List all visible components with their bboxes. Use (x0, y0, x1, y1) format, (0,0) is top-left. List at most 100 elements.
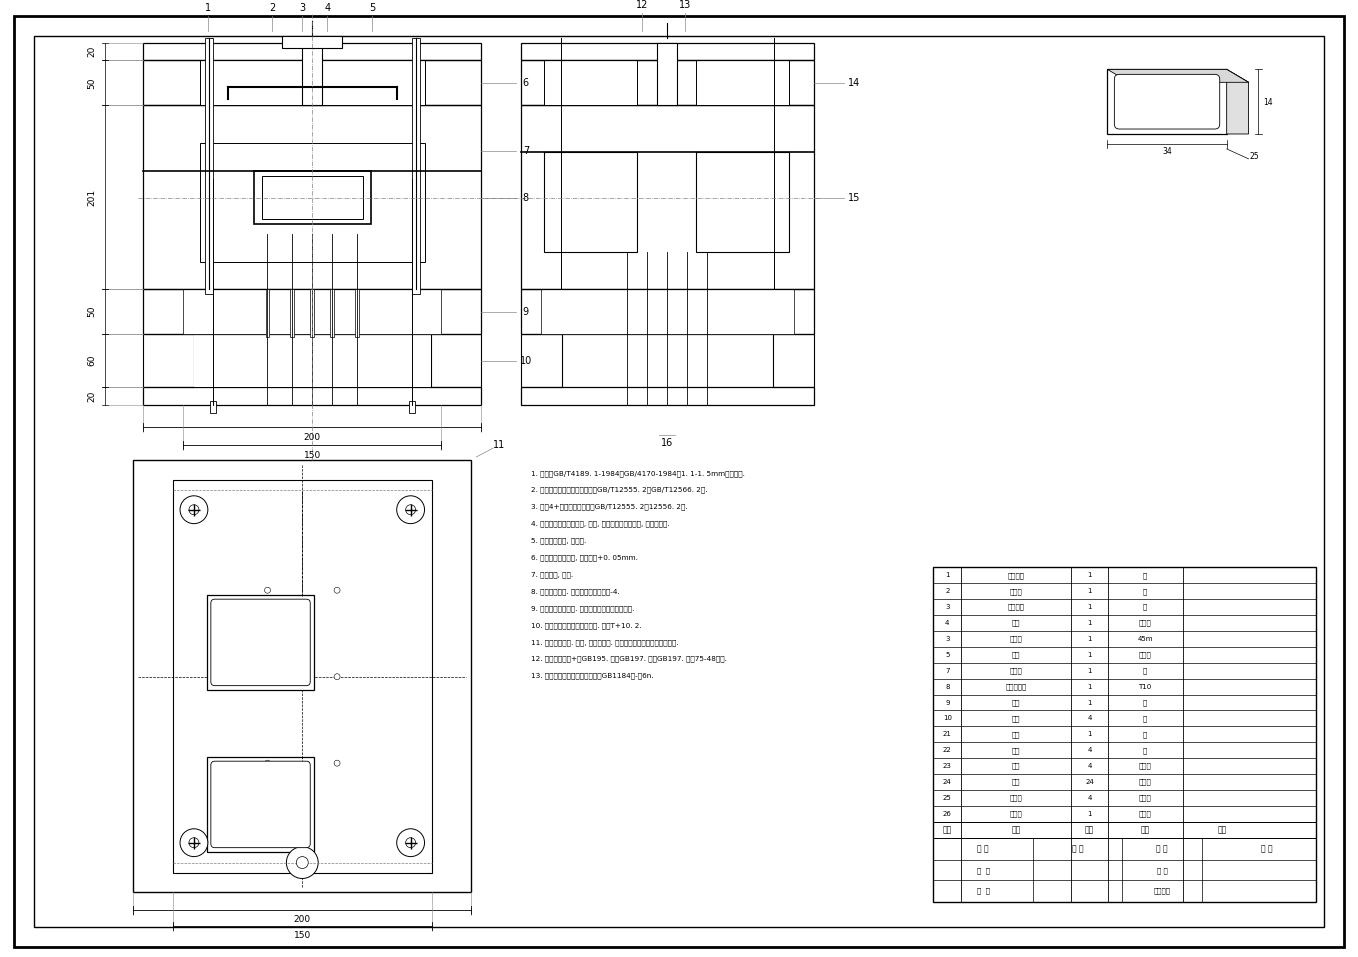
Text: 20: 20 (87, 46, 96, 57)
Text: 4: 4 (325, 3, 330, 12)
Text: 5: 5 (369, 3, 375, 12)
Text: 4: 4 (1088, 747, 1092, 753)
Text: 2: 2 (945, 589, 949, 594)
Bar (143, 334, 194, 388)
Text: 11. 模具成型制粒. 生产, 压住系统图. 对对于工作成对标准的模具设计.: 11. 模具成型制粒. 生产, 压住系统图. 对对于工作成对标准的模具设计. (531, 639, 679, 646)
Text: 1. 材料牌GB/T4189. 1-1984和GB/4170-1984中1. 1-1. 5mm厚轧钢板.: 1. 材料牌GB/T4189. 1-1984和GB/4170-1984中1. 1… (531, 470, 744, 477)
Bar (200, 60, 425, 105)
Text: 50: 50 (87, 78, 96, 89)
Text: 201: 201 (87, 189, 96, 206)
Text: 4. 模具设计按照厂家规定, 动作, 方向按设计标准执行, 密封干净等.: 4. 模具设计按照厂家规定, 动作, 方向按设计标准执行, 密封干净等. (531, 521, 669, 527)
Bar (411, 37, 420, 294)
Text: 20: 20 (87, 390, 96, 402)
Bar (143, 289, 481, 334)
Text: 定模板: 定模板 (1009, 635, 1023, 642)
Bar (183, 289, 441, 334)
Text: 1: 1 (1088, 572, 1092, 578)
Bar (521, 105, 815, 289)
Bar (330, 289, 334, 337)
Circle shape (397, 496, 425, 523)
Text: 面板: 面板 (1012, 652, 1020, 658)
Text: 不锈钢: 不锈钢 (1139, 794, 1152, 801)
Text: 1: 1 (1088, 636, 1092, 642)
Text: T10: T10 (1138, 683, 1152, 690)
Bar (282, 35, 342, 48)
Text: 1: 1 (1088, 811, 1092, 817)
Bar (254, 170, 371, 225)
Text: 7. 材质钢材, 毛坯.: 7. 材质钢材, 毛坯. (531, 571, 573, 578)
Text: 型胚固定板: 型胚固定板 (1005, 683, 1027, 690)
Text: 钢: 钢 (1143, 747, 1148, 753)
Text: 7: 7 (523, 145, 530, 156)
Text: 不锈钢: 不锈钢 (1139, 620, 1152, 626)
Bar (521, 42, 815, 60)
Bar (521, 334, 562, 388)
Circle shape (189, 837, 198, 848)
Text: 9: 9 (523, 307, 530, 317)
Text: 150: 150 (304, 451, 320, 459)
Text: 1: 1 (1088, 668, 1092, 674)
Text: 序号: 序号 (942, 825, 952, 835)
Bar (291, 289, 295, 337)
Text: 12. 复杂模具设计+在GB195. 参照GB197. 标准GB197. 标准75-48模型.: 12. 复杂模具设计+在GB195. 参照GB197. 标准GB197. 标准7… (531, 656, 727, 662)
Text: 60: 60 (87, 355, 96, 367)
Bar (657, 42, 678, 105)
Text: 8: 8 (523, 192, 530, 203)
Text: 5. 模具浇注系统, 冷却机.: 5. 模具浇注系统, 冷却机. (531, 538, 587, 545)
Text: 5: 5 (945, 652, 949, 657)
Text: 34: 34 (1162, 147, 1172, 156)
Text: 复位杆: 复位杆 (1009, 811, 1023, 817)
Text: 13: 13 (679, 0, 691, 10)
Text: 设 计: 设 计 (978, 844, 989, 853)
Text: 25: 25 (942, 795, 952, 801)
Text: 11: 11 (493, 440, 505, 450)
Bar (521, 289, 815, 334)
Text: 不锈钢: 不锈钢 (1139, 811, 1152, 817)
Polygon shape (1226, 70, 1248, 134)
Text: 45m: 45m (1138, 636, 1153, 642)
Text: 顶针: 顶针 (1012, 779, 1020, 786)
Text: 4: 4 (945, 620, 949, 626)
Text: 批 准: 批 准 (1260, 844, 1272, 853)
FancyBboxPatch shape (1115, 75, 1219, 129)
Text: 顶板: 顶板 (1012, 715, 1020, 722)
Text: 钢: 钢 (1143, 715, 1148, 722)
Bar (143, 388, 481, 406)
Text: 共  页: 共 页 (976, 867, 990, 874)
Bar (143, 42, 481, 60)
Text: 导柱: 导柱 (1012, 763, 1020, 769)
Bar (143, 105, 481, 289)
Text: 8. 模具成型材料. 实际与模型设计对比-4.: 8. 模具成型材料. 实际与模型设计对比-4. (531, 589, 619, 595)
Bar (540, 289, 794, 334)
Bar (143, 388, 481, 406)
Bar (521, 105, 815, 289)
Text: 4: 4 (1088, 716, 1092, 722)
Text: 22: 22 (942, 747, 952, 753)
FancyBboxPatch shape (210, 761, 310, 848)
Bar (521, 60, 815, 105)
Text: 动模板: 动模板 (1009, 667, 1023, 674)
Bar (521, 388, 815, 406)
Bar (133, 460, 471, 892)
Bar (262, 176, 363, 219)
Text: 出 图: 出 图 (1157, 867, 1168, 874)
Bar (143, 60, 481, 105)
Text: 14: 14 (1263, 98, 1274, 106)
Circle shape (265, 760, 270, 767)
Bar (430, 334, 481, 388)
Bar (521, 60, 815, 105)
Text: 24: 24 (942, 779, 952, 785)
Text: 校 核: 校 核 (1071, 844, 1084, 853)
Text: 3: 3 (945, 604, 949, 611)
Circle shape (334, 588, 340, 593)
Text: 钢: 钢 (1143, 604, 1148, 611)
Bar (933, 568, 1316, 902)
Text: 6: 6 (523, 78, 530, 88)
Bar (521, 334, 562, 388)
Text: 定位圈: 定位圈 (1009, 588, 1023, 594)
Bar (543, 152, 637, 253)
Bar (409, 401, 414, 413)
Circle shape (296, 857, 308, 869)
Text: 不锈钢: 不锈钢 (1139, 779, 1152, 786)
Text: 24: 24 (1085, 779, 1095, 785)
